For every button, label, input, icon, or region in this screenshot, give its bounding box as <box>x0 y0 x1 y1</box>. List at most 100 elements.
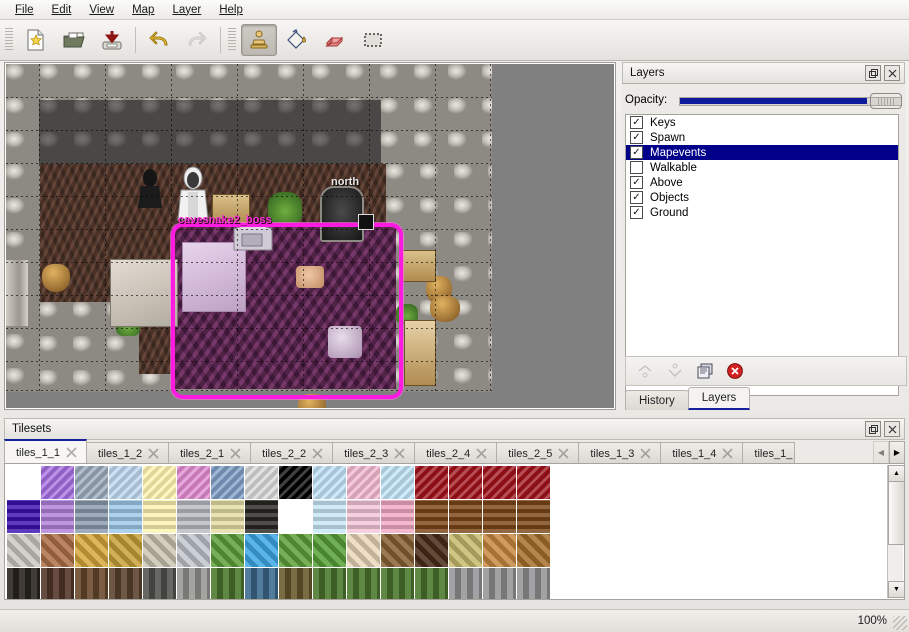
layer-row-walkable[interactable]: Walkable <box>626 160 898 175</box>
tileset-tile[interactable] <box>7 466 40 499</box>
layer-row-above[interactable]: ✓ Above <box>626 175 898 190</box>
tools-drag-handle[interactable] <box>228 28 236 52</box>
tileset-tile[interactable] <box>7 568 40 599</box>
tileset-tile[interactable] <box>75 568 108 599</box>
layer-row-spawn[interactable]: ✓ Spawn <box>626 130 898 145</box>
close-tab-icon[interactable] <box>230 448 241 459</box>
tileset-tile[interactable] <box>483 466 516 499</box>
tileset-tile[interactable] <box>109 568 142 599</box>
scroll-up-arrow-icon[interactable]: ▲ <box>888 465 904 482</box>
tileset-tile[interactable] <box>415 466 448 499</box>
close-tab-icon[interactable] <box>640 448 651 459</box>
layers-float-button[interactable] <box>865 65 881 81</box>
bucket-fill-tool-button[interactable] <box>279 24 315 56</box>
tileset-tile[interactable] <box>41 466 74 499</box>
tileset-tab-tiles_1_5[interactable]: tiles_1_ <box>742 442 796 464</box>
tileset-tile[interactable] <box>313 534 346 567</box>
layer-row-keys[interactable]: ✓ Keys <box>626 115 898 130</box>
tileset-tab-tiles_2_4[interactable]: tiles_2_4 <box>414 442 498 464</box>
opacity-slider-handle[interactable] <box>870 93 902 109</box>
tileset-tile[interactable] <box>143 534 176 567</box>
tileset-tile[interactable] <box>75 534 108 567</box>
layers-close-button[interactable] <box>884 65 900 81</box>
close-tab-icon[interactable] <box>312 448 323 459</box>
tileset-tile[interactable] <box>347 534 380 567</box>
tileset-tile[interactable] <box>109 534 142 567</box>
save-map-button[interactable] <box>94 24 130 56</box>
tileset-tile[interactable] <box>7 534 40 567</box>
tileset-palette[interactable]: ▲ ▼ <box>4 463 905 600</box>
tileset-tab-tiles_2_5[interactable]: tiles_2_5 <box>496 442 580 464</box>
tileset-tile[interactable] <box>517 568 550 599</box>
layer-visibility-checkbox-above[interactable]: ✓ <box>630 176 643 189</box>
tileset-tile[interactable] <box>279 568 312 599</box>
tileset-tile[interactable] <box>449 568 482 599</box>
tab-history[interactable]: History <box>625 390 689 410</box>
layer-visibility-checkbox-walkable[interactable] <box>630 161 643 174</box>
tileset-tile[interactable] <box>41 534 74 567</box>
tileset-tile[interactable] <box>279 466 312 499</box>
close-tab-icon[interactable] <box>394 448 405 459</box>
layer-visibility-checkbox-objects[interactable]: ✓ <box>630 191 643 204</box>
tileset-tile[interactable] <box>109 500 142 533</box>
tileset-tile[interactable] <box>381 466 414 499</box>
tileset-tile[interactable] <box>483 500 516 533</box>
tileset-tile[interactable] <box>279 534 312 567</box>
tileset-tile[interactable] <box>517 500 550 533</box>
tileset-tile[interactable] <box>347 500 380 533</box>
menu-help[interactable]: Help <box>210 2 252 18</box>
map-viewport[interactable]: cavesnake2_boss north <box>6 64 614 408</box>
select-tool-button[interactable] <box>355 24 391 56</box>
tileset-tile[interactable] <box>177 500 210 533</box>
tileset-tile[interactable] <box>143 568 176 599</box>
menu-map[interactable]: Map <box>123 2 163 18</box>
tileset-tab-tiles_1_1[interactable]: tiles_1_1 <box>4 439 88 464</box>
tileset-tile[interactable] <box>177 466 210 499</box>
layer-row-mapevents[interactable]: ✓ Mapevents <box>626 145 898 160</box>
close-tab-icon[interactable] <box>722 448 733 459</box>
open-map-button[interactable] <box>56 24 92 56</box>
menu-layer[interactable]: Layer <box>163 2 210 18</box>
delete-layer-button[interactable] <box>724 361 746 381</box>
tileset-tile[interactable] <box>41 568 74 599</box>
tileset-tab-tiles_2_2[interactable]: tiles_2_2 <box>250 442 334 464</box>
close-tab-icon[interactable] <box>66 447 77 458</box>
undo-button[interactable] <box>141 24 177 56</box>
tileset-tile[interactable] <box>415 500 448 533</box>
tileset-tab-tiles_2_3[interactable]: tiles_2_3 <box>332 442 416 464</box>
tileset-tab-tiles_2_1[interactable]: tiles_2_1 <box>168 442 252 464</box>
tileset-vertical-scrollbar[interactable]: ▲ ▼ <box>887 465 904 598</box>
tileset-tile[interactable] <box>245 568 278 599</box>
tileset-tile[interactable] <box>279 500 312 533</box>
scroll-down-arrow-icon[interactable]: ▼ <box>888 581 904 598</box>
layer-visibility-checkbox-spawn[interactable]: ✓ <box>630 131 643 144</box>
tileset-tile[interactable] <box>245 466 278 499</box>
menu-file[interactable]: File <box>6 2 43 18</box>
tileset-tab-tiles_1_3[interactable]: tiles_1_3 <box>578 442 662 464</box>
tileset-tile[interactable] <box>41 500 74 533</box>
scrollbar-thumb[interactable] <box>888 481 904 545</box>
tileset-tile[interactable] <box>483 568 516 599</box>
tileset-tile[interactable] <box>211 568 244 599</box>
tileset-tab-tiles_1_4[interactable]: tiles_1_4 <box>660 442 744 464</box>
tileset-tile[interactable] <box>381 534 414 567</box>
tab-layers[interactable]: Layers <box>687 387 751 410</box>
tileset-tile[interactable] <box>7 500 40 533</box>
tileset-tile[interactable] <box>313 568 346 599</box>
tileset-tile[interactable] <box>75 500 108 533</box>
duplicate-layer-button[interactable] <box>694 361 716 381</box>
tileset-tile[interactable] <box>177 568 210 599</box>
close-tab-icon[interactable] <box>558 448 569 459</box>
layer-visibility-checkbox-mapevents[interactable]: ✓ <box>630 146 643 159</box>
layer-row-ground[interactable]: ✓ Ground <box>626 205 898 220</box>
tab-scroll-left-button[interactable]: ◀ <box>873 441 889 464</box>
stamp-tool-button[interactable] <box>241 24 277 56</box>
tileset-tile[interactable] <box>177 534 210 567</box>
tilesets-float-button[interactable] <box>865 421 881 437</box>
tileset-tile[interactable] <box>245 500 278 533</box>
window-resize-grip[interactable] <box>893 616 907 630</box>
tileset-tile-grid[interactable] <box>7 466 550 599</box>
tileset-tile[interactable] <box>415 534 448 567</box>
tileset-tile[interactable] <box>211 500 244 533</box>
new-map-button[interactable] <box>18 24 54 56</box>
